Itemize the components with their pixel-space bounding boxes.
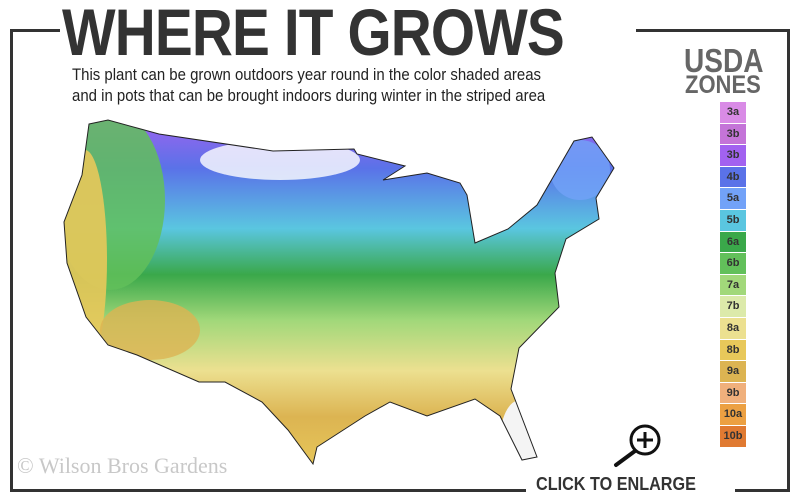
frame-bottom-left [10, 489, 526, 492]
frame-bottom-right [735, 489, 790, 492]
frame-top-right [636, 29, 790, 32]
legend-zone-5b: 5b [720, 209, 746, 231]
legend-zone-8b: 8b [720, 339, 746, 361]
legend-zone-9b: 9b [720, 382, 746, 404]
us-outline [63, 119, 615, 466]
legend-zone-7a: 7a [720, 274, 746, 296]
legend-zone-9a: 9a [720, 361, 746, 382]
subtitle-line-2: and in pots that can be brought indoors … [72, 86, 546, 105]
subtitle-line-1: This plant can be grown outdoors year ro… [72, 65, 542, 84]
zoom-in-icon[interactable] [608, 420, 668, 472]
frame-right [787, 29, 790, 492]
legend-zone-7b: 7b [720, 296, 746, 317]
legend-title-usda: USDA [684, 42, 764, 79]
legend-zone-10b: 10b [720, 425, 746, 447]
frame-left [10, 29, 13, 492]
frame-top-left [10, 29, 60, 32]
legend-zone-10a: 10a [720, 404, 746, 425]
watermark: © Wilson Bros Gardens [17, 453, 228, 478]
legend-zone-4b: 4b [720, 166, 746, 188]
zone-legend: 3a 3b 3b 4b 5a 5b 6a 6b 7a 7b 8a 8b 9a 9b 10a 10b [720, 102, 746, 448]
legend-zone-3a: 3a [720, 102, 746, 123]
legend-title-zones: ZONES [685, 71, 761, 99]
legend-zone-3b: 3b [720, 145, 746, 166]
legend-zone-5a: 5a [720, 188, 746, 209]
page-title: WHERE IT GROWS [62, 0, 565, 69]
legend-zone-6a: 6a [720, 231, 746, 253]
legend-zone-8a: 8a [720, 317, 746, 339]
legend-zone-6b: 6b [720, 253, 746, 274]
legend-zone-3b: 3b [720, 123, 746, 145]
click-to-enlarge-button[interactable]: CLICK TO ENLARGE [536, 474, 696, 494]
